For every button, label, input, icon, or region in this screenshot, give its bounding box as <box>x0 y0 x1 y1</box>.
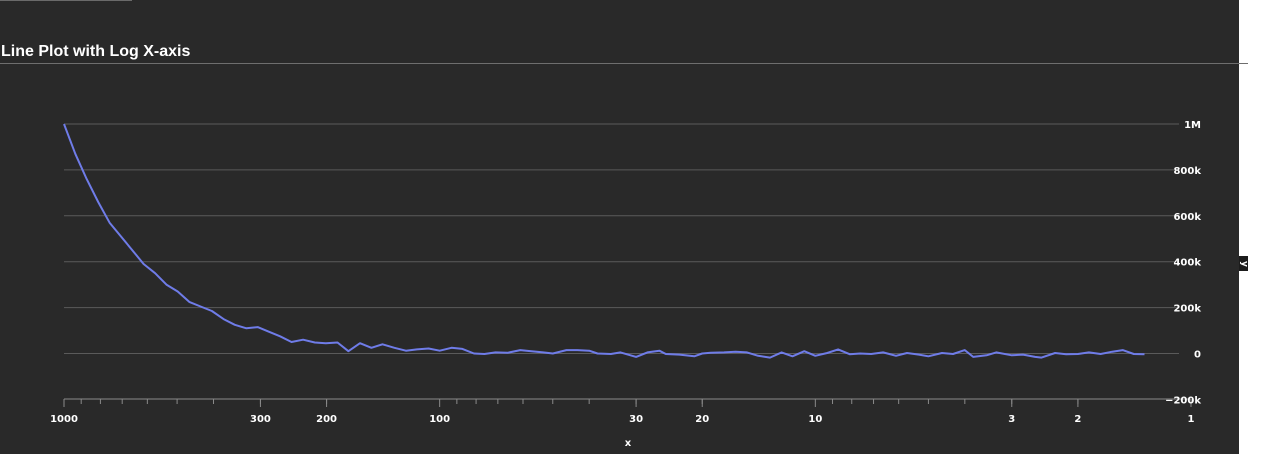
title-divider-extension <box>1239 63 1248 64</box>
axes <box>63 398 1192 407</box>
title-divider <box>0 63 1239 64</box>
x-tick-label: 200 <box>316 414 337 425</box>
x-tick-label: 1000 <box>50 414 78 425</box>
y-tick-label: −200k <box>1165 395 1201 406</box>
series-line-y <box>63 123 1145 359</box>
y-axis-title: y <box>1239 256 1249 271</box>
x-tick-label: 20 <box>695 414 709 425</box>
chart-panel: Line Plot with Log X-axis <box>0 0 1239 454</box>
x-tick-label: 3 <box>1008 414 1015 425</box>
series-layer <box>63 123 1145 359</box>
y-tick-label: 200k <box>1173 304 1201 315</box>
chart-title: Line Plot with Log X-axis <box>1 43 191 60</box>
line-chart: 1M 800k 600k 400k 200k 0 −200k 1000 300 200 100 30 2… <box>50 120 1201 449</box>
x-tick-label: 1 <box>1188 414 1195 425</box>
y-tick-label: 1M <box>1184 120 1201 131</box>
tick-labels: 1M 800k 600k 400k 200k 0 −200k 1000 300 200 100 30 2… <box>50 120 1201 425</box>
grid-lines <box>64 123 1179 354</box>
y-tick-label: 600k <box>1173 212 1201 223</box>
x-tick-label: 100 <box>429 414 450 425</box>
x-axis-title: x <box>625 438 632 449</box>
y-tick-label: 0 <box>1194 350 1201 361</box>
y-tick-label: 400k <box>1173 258 1201 269</box>
top-tab-underline <box>0 0 132 1</box>
x-tick-label: 30 <box>629 414 643 425</box>
y-tick-label: 800k <box>1173 166 1201 177</box>
x-tick-label: 300 <box>250 414 271 425</box>
x-tick-label: 10 <box>808 414 822 425</box>
x-tick-label: 2 <box>1074 414 1081 425</box>
